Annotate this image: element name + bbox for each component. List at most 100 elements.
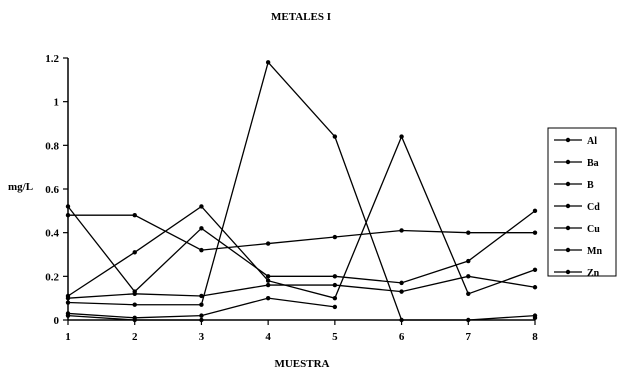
legend-marker: [565, 269, 571, 275]
data-point: [265, 241, 271, 246]
legend-marker: [565, 225, 571, 231]
legend-item-cd: Cd: [554, 202, 600, 213]
x-tick-label: 8: [532, 331, 538, 343]
y-tick-label: 0.8: [45, 140, 59, 152]
y-tick-label: 0.6: [45, 184, 59, 196]
data-point: [199, 317, 204, 323]
y-axis-label: mg/L: [8, 181, 33, 193]
series-cu: [65, 60, 538, 323]
data-point: [399, 228, 404, 233]
data-point: [532, 230, 538, 235]
data-point: [65, 293, 71, 299]
x-tick-label: 7: [466, 331, 472, 343]
data-point: [265, 295, 271, 301]
chart-title: METALES I: [271, 11, 331, 23]
y-tick-label: 0.4: [45, 228, 59, 240]
legend-marker: [565, 203, 571, 209]
data-point: [532, 267, 538, 272]
legend-item-al: Al: [554, 136, 597, 147]
data-point: [532, 208, 538, 214]
data-point: [265, 282, 271, 288]
legend-label: Al: [587, 136, 597, 147]
data-point: [65, 313, 71, 318]
series-line: [68, 214, 535, 251]
data-point: [332, 274, 338, 279]
legend: Al Ba B Cd Cu Mn Zn: [554, 136, 602, 279]
x-tick-label: 2: [132, 331, 138, 343]
data-point: [399, 289, 404, 294]
data-point: [265, 278, 271, 283]
legend-item-cu: Cu: [554, 224, 600, 235]
series-layer: [65, 60, 538, 323]
legend-item-ba: Ba: [554, 158, 599, 169]
legend-label: Cu: [587, 224, 600, 235]
series-al: [65, 213, 538, 253]
legend-item-zn: Zn: [554, 268, 600, 279]
legend-item-b: B: [554, 180, 594, 191]
data-point: [132, 317, 137, 323]
legend-label: Ba: [587, 158, 599, 169]
series-b: [65, 274, 538, 301]
data-point: [332, 304, 338, 310]
series-line: [67, 275, 536, 299]
data-point: [65, 300, 71, 305]
series-line: [67, 61, 536, 321]
legend-label: B: [587, 180, 594, 191]
series-ba: [65, 204, 538, 294]
series-zn: [65, 313, 538, 323]
y-ticks: 0 0.2 0.4 0.6 0.8 1 1.2: [45, 53, 68, 327]
x-tick-label: 6: [399, 331, 405, 343]
data-point: [199, 226, 204, 231]
data-point: [466, 274, 471, 279]
data-point: [199, 247, 204, 253]
data-point: [399, 134, 404, 139]
series-cd: [65, 134, 538, 301]
legend-label: Cd: [587, 202, 600, 213]
legend-marker: [565, 159, 571, 165]
data-point: [532, 285, 538, 290]
data-point: [132, 291, 137, 296]
data-point: [399, 317, 404, 323]
data-point: [65, 213, 71, 218]
series-mn: [65, 295, 338, 321]
data-point: [332, 295, 338, 301]
data-point: [199, 204, 204, 209]
y-tick-label: 0: [54, 315, 60, 327]
legend-item-mn: Mn: [554, 246, 602, 257]
data-point: [199, 293, 204, 299]
x-tick-label: 4: [265, 331, 271, 343]
x-tick-label: 5: [332, 331, 338, 343]
y-tick-label: 0.2: [45, 271, 59, 283]
data-point: [132, 250, 137, 255]
data-point: [65, 204, 71, 209]
x-axis-label: MUESTRA: [274, 358, 329, 370]
series-line: [67, 206, 536, 293]
data-point: [466, 291, 471, 296]
legend-box: [547, 127, 617, 277]
x-ticks: 1 2 3 4 5 6 7 8: [65, 320, 538, 343]
legend-marker: [565, 247, 571, 253]
legend-marker: [565, 181, 571, 187]
data-point: [466, 317, 471, 323]
y-tick-label: 1.2: [45, 53, 59, 65]
legend-label: Mn: [587, 246, 602, 257]
data-point: [532, 315, 538, 321]
data-point: [132, 213, 137, 218]
x-tick-label: 3: [199, 331, 205, 343]
data-point: [132, 302, 137, 307]
data-point: [466, 230, 471, 235]
x-tick-label: 1: [65, 331, 71, 343]
data-point: [466, 258, 471, 264]
legend-marker: [565, 137, 571, 143]
data-point: [332, 282, 338, 288]
data-point: [265, 274, 271, 279]
data-point: [332, 134, 338, 139]
data-point: [199, 313, 204, 318]
data-point: [199, 302, 204, 307]
data-point: [265, 60, 271, 65]
data-point: [399, 280, 404, 286]
y-tick-label: 1: [54, 97, 60, 109]
legend-label: Zn: [587, 268, 600, 279]
series-line: [67, 134, 536, 299]
